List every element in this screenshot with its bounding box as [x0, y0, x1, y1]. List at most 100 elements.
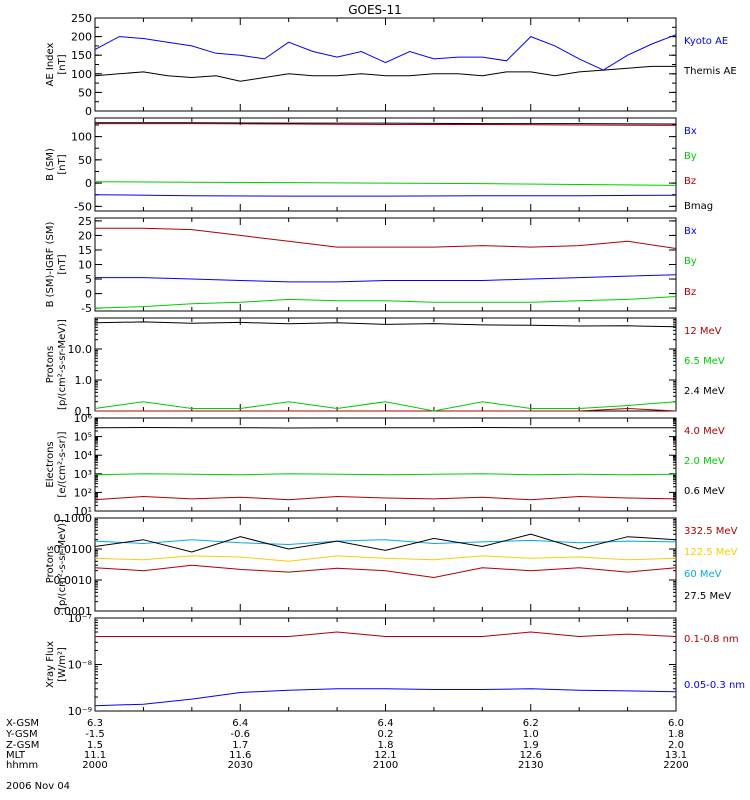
y-axis-label-line: AE Index	[45, 42, 56, 86]
y-tick-label: 20	[78, 229, 92, 242]
series-line-bz	[95, 123, 677, 126]
series-line-bmag	[95, 122, 677, 125]
series-line-by	[94, 181, 677, 186]
footer-row-label: X-GSM	[6, 718, 39, 729]
y-axis-label-line: Xray Flux	[45, 641, 56, 688]
y-axis-label-line: [nT]	[57, 254, 68, 274]
legend-label: By	[684, 256, 697, 267]
legend-label: 4.0 MeV	[684, 426, 725, 437]
y-tick-label: 0.1000	[54, 512, 93, 525]
y-axis-label-line: B (SM)-IGRF (SM)	[45, 222, 56, 308]
y-tick-label: 25	[78, 215, 92, 228]
y-tick-label: 100	[71, 131, 92, 144]
footer-value: 2000	[82, 760, 107, 771]
panel-7: 10⁻⁹ 10⁻⁸ 10⁻⁷ Xray Flux[W/m²] 0.1-0.8 nm 0.0…	[45, 612, 745, 718]
footer-value: 0.2	[378, 729, 394, 740]
legend-label: 0.6 MeV	[684, 486, 725, 497]
footer-value: 6.4	[232, 718, 248, 729]
legend-label: 0.05-0.3 nm	[684, 680, 745, 691]
y-axis-label: Xray Flux[W/m²]	[45, 641, 68, 688]
y-axis-label: AE Index[nT]	[45, 42, 68, 86]
legend-label: 2.4 MeV	[684, 386, 725, 397]
y-axis-label-line: Protons	[45, 346, 56, 383]
series-line-bx	[94, 194, 677, 197]
legend-label: Themis AE	[683, 66, 737, 77]
footer-value: 2100	[373, 760, 398, 771]
y-axis-label-line: [p/(cm²-s-sr-MeV)]	[57, 519, 68, 610]
figure-title: GOES-11	[348, 3, 402, 17]
footer-value: 12.1	[374, 750, 396, 761]
y-axis-label-line: [e/(cm²-s-sr)]	[57, 431, 68, 497]
series-line-0-6-mev	[94, 426, 676, 429]
y-axis-label-line: B (SM)	[45, 148, 56, 181]
footer-value: 1.7	[232, 740, 248, 751]
y-axis-label-line: Electrons	[45, 441, 56, 487]
series-line-2-0-mev	[94, 473, 677, 476]
footer-value: 6.4	[378, 718, 394, 729]
footer-value: -1.5	[85, 729, 105, 740]
legend-label: 12 MeV	[684, 326, 722, 337]
series-line-122-5-mev	[94, 555, 677, 562]
footer-value: 2.0	[668, 740, 684, 751]
series-line-0-1-0-8-nm	[95, 631, 677, 638]
y-tick-label: 250	[71, 12, 92, 25]
y-tick-label: 10¹	[74, 505, 92, 518]
y-tick-label: 200	[71, 31, 92, 44]
panel-frame	[94, 117, 677, 212]
panel-frame	[94, 517, 677, 612]
legend-label: 332.5 MeV	[684, 526, 738, 537]
series-line-60-mev	[94, 539, 677, 546]
y-axis-label-line: [nT]	[57, 54, 68, 74]
footer-value: 1.8	[378, 740, 394, 751]
y-axis-label: Protons[p/(cm²-s-sr-MeV)]	[45, 519, 68, 610]
y-axis-label-line: [W/m²]	[57, 647, 68, 682]
legend-label: 2.0 MeV	[684, 456, 725, 467]
series-line-by	[94, 296, 677, 309]
panel-frame	[94, 317, 677, 412]
y-tick-label: 5	[85, 273, 92, 286]
y-axis-label-line: [p/(cm²-s-sr-MeV)]	[57, 319, 68, 410]
legend-label: Bx	[684, 226, 697, 237]
y-axis-label: Electrons[e/(cm²-s-sr)]	[45, 431, 68, 497]
y-tick-label: 50	[78, 154, 92, 167]
legend-label: Bmag	[684, 201, 713, 212]
y-axis-label: B (SM)-IGRF (SM)[nT]	[45, 222, 68, 308]
series-line-2-4-mev	[94, 321, 677, 328]
y-axis-label-line: Protons	[45, 546, 56, 583]
footer-value: 2130	[518, 760, 543, 771]
y-tick-label: 10	[78, 259, 92, 272]
y-tick-label: 10⁶	[74, 412, 93, 425]
y-tick-label: 10⁵	[74, 431, 92, 444]
y-axis-label: Protons[p/(cm²-s-sr-MeV)]	[45, 319, 68, 410]
series-line-332-5-mev	[94, 564, 677, 579]
footer-value: 1.9	[523, 740, 539, 751]
legend-label: 122.5 MeV	[684, 547, 738, 558]
y-tick-label: 0	[85, 105, 92, 118]
footer-value: 1.0	[523, 729, 539, 740]
legend-label: Bx	[684, 126, 697, 137]
panel-frame	[94, 17, 677, 112]
series-line-4-0-mev	[94, 495, 677, 501]
series-line-12-mev	[95, 407, 677, 412]
y-tick-label: 10²	[74, 486, 92, 499]
series-line-bx	[95, 274, 677, 283]
series-line-themis-ae	[94, 65, 676, 82]
y-tick-label: 100	[71, 68, 92, 81]
y-tick-label: 0.1	[75, 405, 93, 418]
y-tick-label: 10³	[74, 468, 92, 481]
footer-value: 6.2	[523, 718, 539, 729]
panel-5: 10¹ 10² 10³ 10⁴ 10⁵ 10⁶ Electrons[e/(cm²-s-sr)…	[45, 412, 725, 518]
legend-label: Bz	[684, 287, 696, 298]
footer-row-label: Y-GSM	[5, 729, 38, 740]
footer-value: 1.8	[668, 729, 684, 740]
y-tick-label: 10⁻⁷	[68, 612, 92, 625]
footer-value: 2200	[663, 760, 688, 771]
panel-1: 0 50 100 150 200 250 AE Index[nT] Kyoto AE Themi…	[45, 12, 737, 118]
y-tick-label: -50	[74, 200, 92, 213]
y-axis-label-line: [nT]	[57, 154, 68, 174]
y-tick-label: 0.0001	[54, 605, 93, 618]
y-tick-label: 1.0	[75, 374, 93, 387]
